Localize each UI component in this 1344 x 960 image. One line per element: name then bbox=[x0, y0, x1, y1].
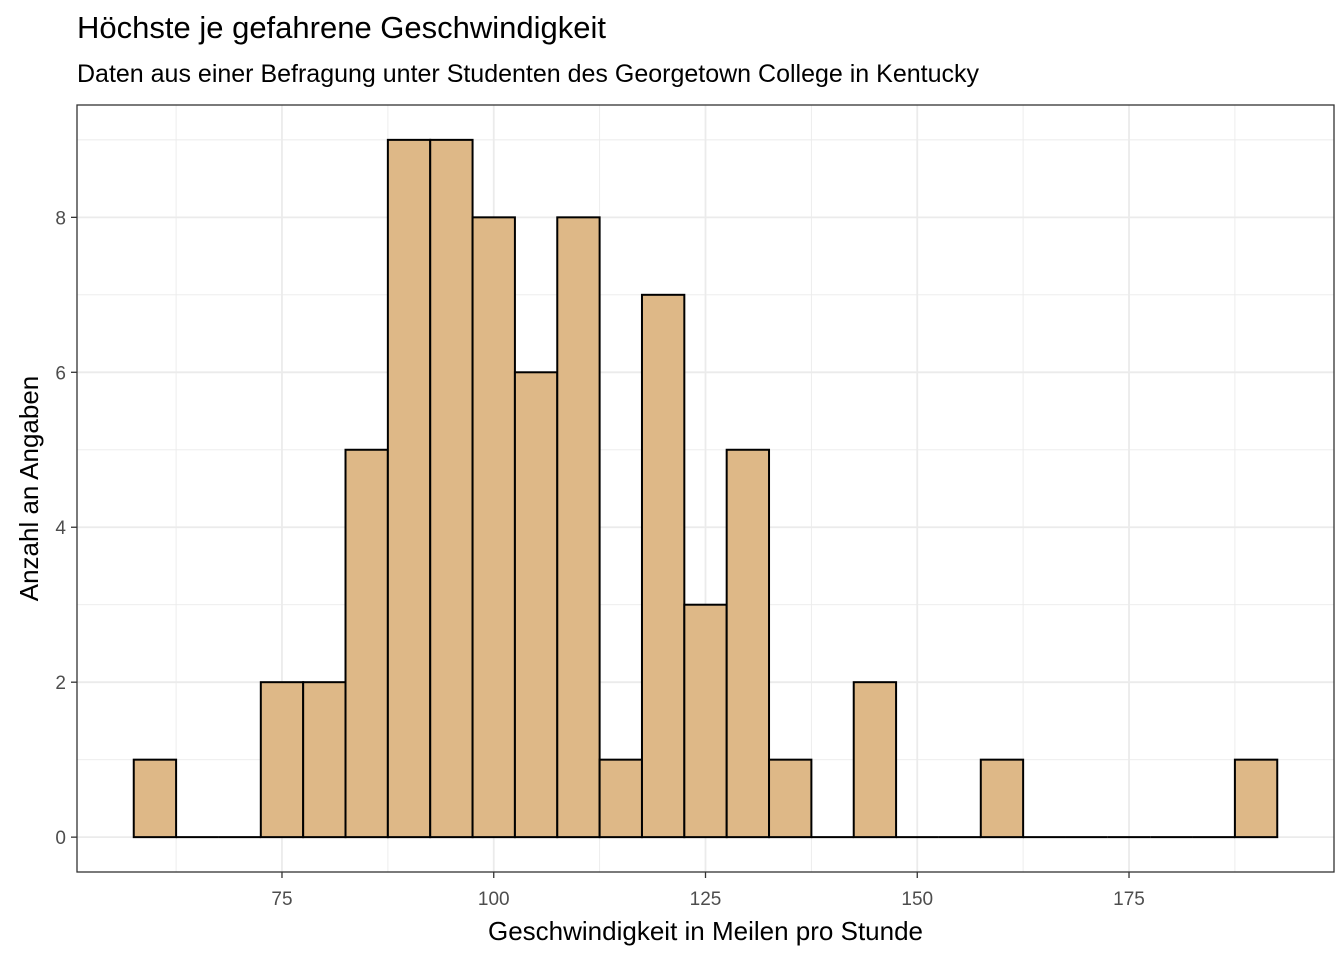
x-axis-title: Geschwindigkeit in Meilen pro Stunde bbox=[488, 916, 923, 946]
histogram-bar bbox=[852, 681, 898, 839]
histogram-bar bbox=[683, 603, 728, 839]
y-tick-label: 2 bbox=[55, 673, 66, 694]
x-tick-label: 175 bbox=[1113, 889, 1145, 910]
histogram-bars bbox=[132, 138, 1279, 839]
chart-subtitle: Daten aus einer Befragung unter Studente… bbox=[77, 60, 979, 88]
histogram-bar bbox=[979, 758, 1025, 839]
y-axis-title: Anzahl an Angaben bbox=[14, 376, 44, 602]
x-axis-ticks: 75 100 125 150 175 bbox=[271, 872, 1145, 910]
histogram-bar bbox=[725, 448, 771, 839]
x-tick-label: 125 bbox=[690, 889, 722, 910]
x-tick-label: 100 bbox=[478, 889, 510, 910]
histogram-bar bbox=[471, 216, 516, 839]
histogram-bar bbox=[1233, 758, 1279, 839]
histogram-bar bbox=[598, 758, 643, 839]
histogram-bar bbox=[344, 448, 389, 839]
chart-title: Höchste je gefahrene Geschwindigkeit bbox=[77, 10, 607, 45]
y-axis-ticks: 0 2 4 6 8 bbox=[55, 208, 77, 849]
x-tick-label: 150 bbox=[901, 889, 933, 910]
y-tick-label: 0 bbox=[55, 828, 66, 849]
histogram-bar bbox=[556, 216, 601, 839]
histogram-bar bbox=[132, 758, 178, 839]
histogram-bar bbox=[429, 138, 474, 839]
histogram-bar bbox=[768, 758, 813, 839]
histogram-bar bbox=[259, 681, 305, 839]
histogram-bar bbox=[302, 681, 347, 839]
histogram-bar bbox=[640, 293, 686, 839]
histogram-bar bbox=[386, 138, 432, 839]
histogram-bar bbox=[513, 371, 559, 839]
x-tick-label: 75 bbox=[271, 889, 292, 910]
y-tick-label: 4 bbox=[55, 518, 66, 539]
y-tick-label: 8 bbox=[55, 208, 66, 229]
y-tick-label: 6 bbox=[55, 363, 66, 384]
